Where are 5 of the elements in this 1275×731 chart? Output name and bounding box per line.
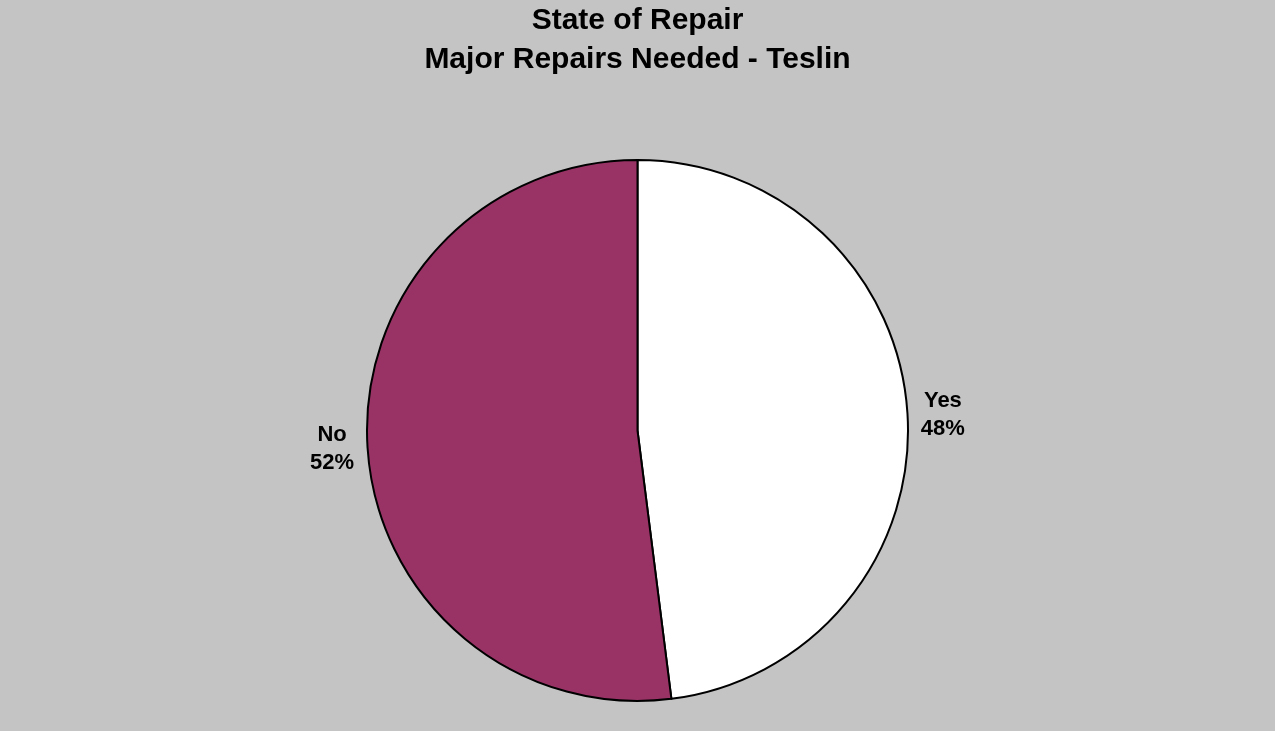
data-label: 52% (310, 449, 355, 475)
slice-label: No (317, 420, 347, 446)
data-label: 48% (920, 415, 965, 441)
chart-title: State of Repair Major Repairs Needed - Teslin (424, 2, 851, 75)
slice-label: Yes (923, 386, 962, 412)
